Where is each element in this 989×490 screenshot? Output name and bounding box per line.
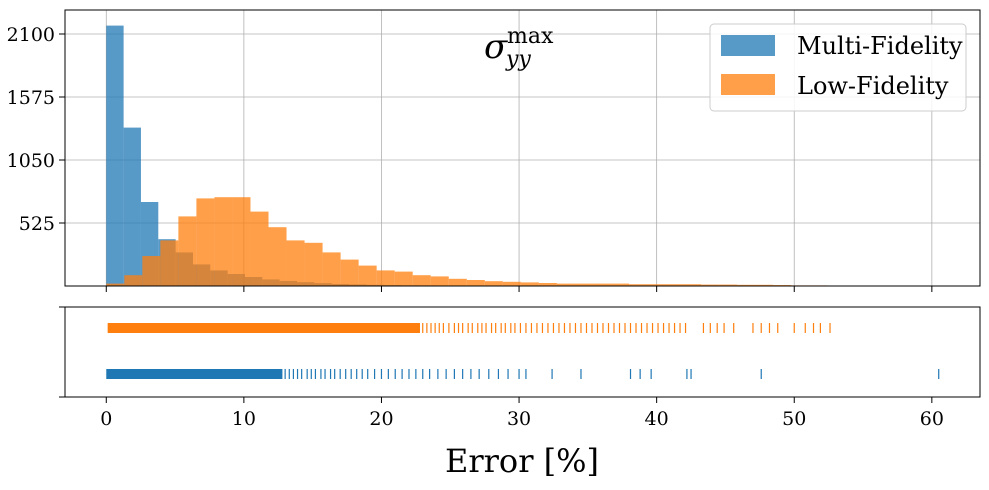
bar-low-fidelity: [448, 278, 467, 286]
y-axis-ticks: 525 1050 1575 2100: [7, 24, 65, 235]
bar-low-fidelity: [719, 284, 738, 286]
x-tick-label: 40: [645, 408, 669, 430]
rug-axes-frame: [64, 306, 981, 398]
bar-low-fidelity: [628, 284, 648, 286]
x-axis-ticks: 0 10 20 30 40 50 60: [100, 397, 944, 430]
bar-low-fidelity: [484, 281, 503, 286]
x-axis-label: Error [%]: [445, 442, 599, 480]
histogram-bars: [106, 25, 922, 286]
histogram-panel: 525 1050 1575 2100 σ yy max Multi-Fidelity …: [7, 9, 981, 292]
bar-low-fidelity: [322, 252, 341, 286]
bar-low-fidelity: [160, 240, 179, 286]
y-tick-label: 525: [19, 213, 55, 235]
x-tick-label: 30: [507, 408, 531, 430]
bar-low-fidelity: [358, 265, 377, 286]
bar-low-fidelity: [647, 284, 666, 286]
x-tick-label: 0: [100, 408, 112, 430]
bar-low-fidelity: [394, 271, 413, 286]
bar-low-fidelity: [124, 275, 143, 286]
annotation-subscript: yy: [505, 47, 531, 72]
bar-low-fidelity: [737, 284, 756, 286]
bar-low-fidelity: [412, 275, 431, 286]
bar-low-fidelity: [430, 276, 449, 286]
rug-dense-multi-fidelity: [106, 369, 283, 379]
y-tick-label: 2100: [7, 24, 55, 46]
bar-low-fidelity: [610, 283, 629, 286]
rug-low-fidelity: [107, 323, 831, 333]
bar-low-fidelity: [268, 227, 287, 286]
bar-low-fidelity: [592, 283, 611, 286]
bar-low-fidelity: [250, 211, 269, 286]
annotation-superscript: max: [507, 24, 554, 49]
rug-multi-fidelity: [106, 369, 940, 379]
bar-low-fidelity: [304, 242, 323, 286]
histogram-axes-frame: [64, 9, 981, 287]
annotation-symbol: σ: [484, 27, 508, 67]
bar-low-fidelity: [466, 280, 485, 286]
bar-low-fidelity: [502, 281, 521, 286]
x-tick-label: 50: [782, 408, 806, 430]
x-tick-label: 20: [369, 408, 393, 430]
bar-low-fidelity: [520, 282, 539, 286]
bar-multi-fidelity: [123, 127, 141, 286]
legend-swatch-multi-fidelity: [721, 35, 775, 56]
bar-low-fidelity: [286, 240, 305, 286]
histogram-x-ticks: [105, 286, 933, 292]
bar-low-fidelity: [701, 284, 720, 286]
bar-low-fidelity: [574, 283, 593, 286]
bar-low-fidelity: [556, 283, 575, 286]
bar-low-fidelity: [665, 284, 684, 286]
bar-low-fidelity: [755, 284, 774, 286]
legend-swatch-low-fidelity: [721, 74, 775, 95]
bar-low-fidelity: [683, 284, 702, 286]
legend-label-multi-fidelity: Multi-Fidelity: [797, 32, 963, 60]
bar-low-fidelity: [214, 197, 233, 286]
bar-low-fidelity: [232, 197, 251, 286]
x-tick-label: 60: [920, 408, 944, 430]
bar-low-fidelity: [340, 259, 359, 286]
bar-low-fidelity: [178, 216, 197, 286]
legend: Multi-Fidelity Low-Fidelity: [709, 23, 967, 112]
bar-low-fidelity: [376, 270, 395, 286]
x-tick-label: 10: [232, 408, 256, 430]
rug-panel: 0 10 20 30 40 50 60: [59, 306, 981, 430]
bar-multi-fidelity: [106, 25, 124, 286]
y-tick-label: 1050: [7, 150, 55, 172]
bar-low-fidelity: [106, 283, 125, 286]
bar-low-fidelity: [196, 198, 215, 286]
legend-label-low-fidelity: Low-Fidelity: [797, 72, 949, 100]
y-tick-label: 1575: [7, 87, 55, 109]
rug-dense-low-fidelity: [107, 323, 420, 333]
bar-low-fidelity: [538, 283, 557, 286]
bar-low-fidelity: [142, 256, 161, 286]
